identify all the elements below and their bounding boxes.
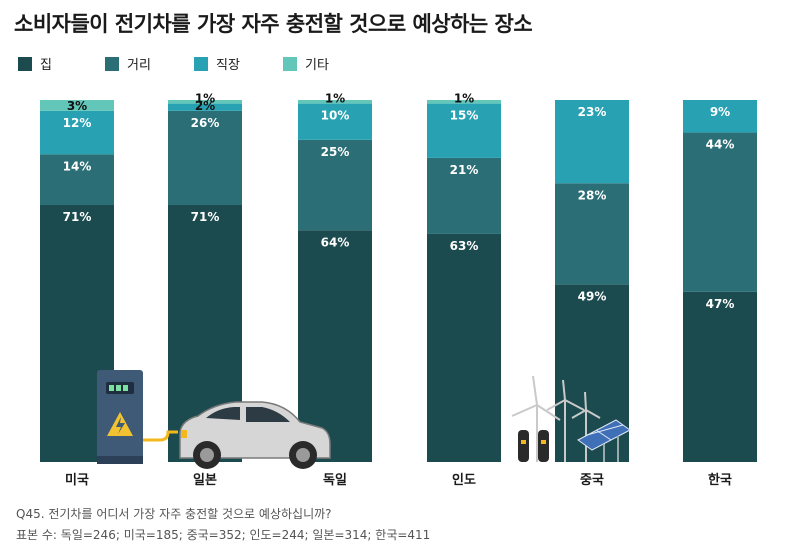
bar-segment bbox=[298, 103, 372, 140]
legend-item-street: 거리 bbox=[105, 54, 151, 73]
category-tick-label: 한국 bbox=[708, 472, 732, 488]
legend-label-home: 집 bbox=[40, 58, 52, 73]
data-label: 63% bbox=[450, 239, 479, 253]
solar-panel-icon bbox=[518, 419, 631, 462]
bar-segment bbox=[168, 110, 242, 205]
survey-question-note: Q45. 전기차를 어디서 가장 자주 충전할 것으로 예상하십니까? bbox=[16, 507, 332, 521]
bar-segment bbox=[40, 110, 114, 155]
data-label: 14% bbox=[63, 159, 92, 173]
category-tick-label: 인도 bbox=[452, 472, 476, 488]
bar-segment bbox=[427, 103, 501, 158]
data-label: 9% bbox=[710, 105, 730, 119]
bar-segment bbox=[427, 157, 501, 234]
category-ticks-group: 미국 일본 독일 인도 중국 한국 bbox=[65, 472, 732, 488]
data-label: 28% bbox=[578, 188, 607, 202]
category-tick-label: 미국 bbox=[65, 472, 89, 488]
wind-turbine-icon bbox=[511, 375, 601, 462]
bar-segment bbox=[40, 154, 114, 205]
bar-segment bbox=[683, 291, 757, 462]
category-tick-label: 중국 bbox=[580, 473, 604, 488]
bar-segment bbox=[298, 139, 372, 231]
data-label: 71% bbox=[63, 210, 92, 224]
bar-segment bbox=[40, 100, 114, 111]
bar-segment bbox=[168, 100, 242, 104]
data-label: 26% bbox=[191, 116, 220, 130]
legend-label-other: 기타 bbox=[305, 58, 329, 73]
data-label: 25% bbox=[321, 145, 350, 159]
data-label: 49% bbox=[578, 290, 607, 304]
data-label: 15% bbox=[450, 109, 479, 123]
data-label: 12% bbox=[63, 116, 92, 130]
bar-segment bbox=[683, 132, 757, 292]
legend-item-other: 기타 bbox=[283, 54, 329, 73]
data-label: 1% bbox=[454, 92, 474, 106]
data-label: 64% bbox=[321, 235, 350, 249]
stacked-bar-chart: 71%14%12%3%71%26%2%1%64%25%10%1%63%21%15… bbox=[40, 92, 757, 488]
data-label: 2% bbox=[195, 99, 215, 113]
legend-swatch-home bbox=[18, 56, 32, 71]
bar-segment bbox=[427, 233, 501, 462]
electric-car-icon bbox=[179, 401, 331, 469]
legend-swatch-work bbox=[194, 56, 208, 71]
legend-item-home: 집 bbox=[18, 54, 52, 73]
legend-label-street: 거리 bbox=[127, 58, 151, 73]
bars-group: 71%14%12%3%71%26%2%1%64%25%10%1%63%21%15… bbox=[40, 92, 757, 463]
legend: 집 거리 직장 기타 bbox=[18, 54, 778, 74]
bar-segment bbox=[168, 103, 242, 111]
data-label: 10% bbox=[321, 109, 350, 123]
bar-segment bbox=[555, 100, 629, 184]
bar-segment bbox=[298, 230, 372, 462]
data-label: 1% bbox=[325, 92, 345, 106]
data-label: 3% bbox=[67, 99, 87, 113]
chart-title: 소비자들이 전기차를 가장 자주 충전할 것으로 예상하는 장소 bbox=[14, 12, 533, 36]
sample-size-note: 표본 수: 독일=246; 미국=185; 중국=352; 인도=244; 일본… bbox=[16, 528, 431, 542]
category-tick-label: 독일 bbox=[323, 473, 347, 488]
bar-segment bbox=[427, 100, 501, 104]
bar-segment bbox=[683, 100, 757, 133]
data-label: 47% bbox=[706, 297, 735, 311]
legend-label-work: 직장 bbox=[216, 58, 240, 73]
data-label: 21% bbox=[450, 163, 479, 177]
bar-segment bbox=[298, 100, 372, 104]
data-label: 44% bbox=[706, 138, 735, 152]
legend-item-work: 직장 bbox=[194, 54, 240, 73]
data-label: 1% bbox=[195, 92, 215, 106]
bar-segment bbox=[555, 183, 629, 285]
legend-swatch-other bbox=[283, 56, 297, 71]
category-tick-label: 일본 bbox=[193, 473, 217, 488]
legend-swatch-street bbox=[105, 56, 119, 71]
charging-station-icon bbox=[97, 370, 178, 464]
data-label: 23% bbox=[578, 105, 607, 119]
data-label: 71% bbox=[191, 210, 220, 224]
